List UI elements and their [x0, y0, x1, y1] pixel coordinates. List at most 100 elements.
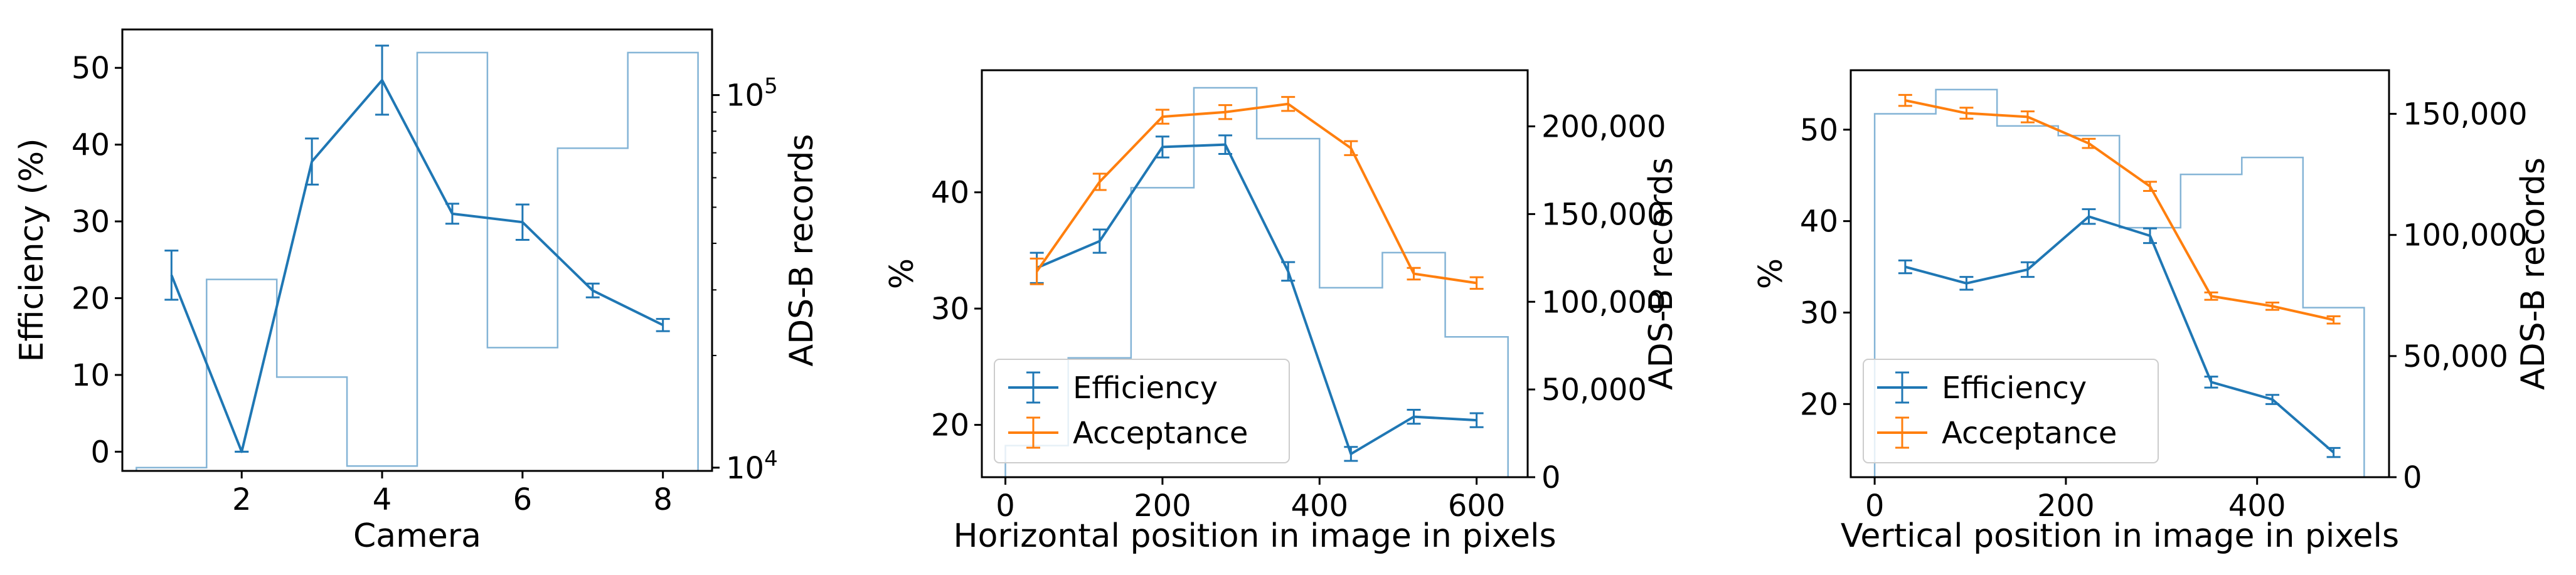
right-panel: 20 30 40 50 0 200 400 0 50,000 100,000 150,000 Vert…	[1752, 69, 2552, 555]
plot-frame	[1850, 69, 2390, 478]
right-tick-label: 0	[2403, 460, 2422, 495]
acceptance-point	[1407, 266, 1421, 281]
x-tick-label: 4	[373, 482, 392, 517]
legend-label-efficiency: Efficiency	[1073, 371, 1218, 406]
right-tick-label: 100,000	[1541, 285, 1666, 320]
efficiency-point	[1092, 228, 1107, 254]
efficiency-point	[2326, 446, 2341, 458]
acceptance-point	[1281, 96, 1296, 112]
acceptance-point	[2143, 181, 2158, 193]
legend-label-efficiency: Efficiency	[1942, 371, 2087, 406]
efficiency-point	[2082, 208, 2096, 225]
y-tick-label: 40	[931, 176, 969, 211]
legend-label-acceptance: Acceptance	[1073, 416, 1248, 451]
y-tick-label: 30	[1800, 295, 1838, 330]
efficiency-line	[1036, 143, 1477, 455]
plot-frame	[981, 69, 1529, 478]
legend-item-acceptance: Acceptance	[1877, 416, 2117, 451]
efficiency-point	[164, 250, 179, 301]
right-tick-label: 200,000	[1541, 110, 1666, 145]
acceptance-point	[2082, 137, 2096, 149]
x-tick-label: 2	[232, 482, 252, 517]
x-tick-label: 600	[1448, 488, 1506, 524]
records-histogram	[136, 51, 699, 471]
efficiency-point	[305, 137, 319, 186]
right-axis-label: ADS-B records	[783, 134, 821, 367]
acceptance-point	[1218, 104, 1233, 120]
y-tick-label: 30	[931, 292, 969, 327]
x-tick-label: 400	[2228, 488, 2286, 524]
y-tick-label: 20	[72, 282, 110, 317]
acceptance-point	[2204, 291, 2218, 301]
right-tick-label: 50,000	[2403, 339, 2508, 374]
right-tick-label: 100,000	[2403, 218, 2528, 253]
x-tick-label: 200	[2037, 488, 2095, 524]
x-axis-label: Camera	[353, 517, 481, 555]
acceptance-point	[1092, 172, 1107, 191]
acceptance-point	[1469, 276, 1484, 290]
legend-item-efficiency: Efficiency	[1008, 371, 1218, 406]
efficiency-point	[1407, 408, 1421, 425]
legend: Efficiency Acceptance	[994, 359, 1290, 463]
acceptance-point	[1344, 140, 1358, 156]
efficiency-point	[1469, 412, 1484, 428]
acceptance-point	[2326, 315, 2341, 325]
efficiency-point	[1959, 276, 1974, 291]
efficiency-line	[170, 78, 664, 453]
y-tick-label: 40	[1800, 204, 1838, 240]
right-tick-exponent: 5	[764, 74, 778, 99]
efficiency-point	[1281, 261, 1296, 282]
efficiency-point	[375, 45, 390, 116]
legend: Efficiency Acceptance	[1863, 359, 2159, 463]
acceptance-line	[1035, 102, 1477, 285]
right-axis-label: ADS-B records	[1642, 157, 1680, 390]
x-axis-label: Horizontal position in image in pixels	[953, 517, 1556, 555]
efficiency-point	[1898, 259, 1912, 275]
acceptance-point	[2265, 301, 2280, 311]
efficiency-point	[1344, 446, 1358, 462]
efficiency-point	[656, 318, 670, 332]
acceptance-line	[1905, 99, 2334, 322]
y-tick-label: 30	[72, 204, 110, 240]
acceptance-point	[2020, 110, 2035, 124]
right-tick-exponent: 4	[764, 446, 778, 472]
y-tick-label: 0	[90, 435, 110, 470]
right-axis-label: ADS-B records	[2515, 157, 2552, 390]
x-tick-label: 200	[1134, 488, 1191, 524]
right-tick-label: 105	[726, 74, 778, 113]
acceptance-point	[1959, 107, 1974, 120]
efficiency-point	[2204, 376, 2218, 389]
acceptance-point	[1030, 257, 1044, 285]
y-tick-label: 10	[72, 358, 110, 393]
efficiency-point	[445, 203, 459, 225]
efficiency-point	[2020, 261, 2035, 278]
x-tick-label: 0	[1865, 488, 1885, 524]
y-tick-label: 50	[72, 51, 110, 86]
legend-item-efficiency: Efficiency	[1877, 371, 2087, 406]
y-axis-label: %	[1752, 258, 1790, 289]
x-tick-label: 0	[996, 488, 1015, 524]
acceptance-point	[1155, 108, 1169, 125]
plot-frame	[121, 28, 713, 472]
left-panel: 0 10 20 30 40 50 2 4 6 8 104 105 Camera Efficiency (%…	[13, 28, 821, 555]
y-tick-label: 20	[1800, 387, 1838, 422]
efficiency-point	[585, 282, 600, 298]
efficiency-line	[1905, 215, 2334, 454]
y-axis-label: %	[883, 258, 921, 289]
records-histogram	[1873, 88, 2365, 477]
x-axis-label: Vertical position in image in pixels	[1841, 517, 2399, 555]
y-tick-label: 20	[931, 408, 969, 443]
right-tick-label: 150,000	[1541, 197, 1666, 232]
y-tick-label: 40	[72, 128, 110, 163]
x-tick-label: 6	[513, 482, 533, 517]
efficiency-point	[515, 203, 530, 241]
right-tick-label: 50,000	[1541, 372, 1647, 408]
legend-box	[994, 359, 1290, 463]
legend-item-acceptance: Acceptance	[1008, 416, 1248, 451]
legend-box	[1863, 359, 2159, 463]
y-tick-label: 50	[1800, 113, 1838, 148]
efficiency-point	[2265, 394, 2280, 405]
right-tick-label: 104	[726, 446, 778, 486]
